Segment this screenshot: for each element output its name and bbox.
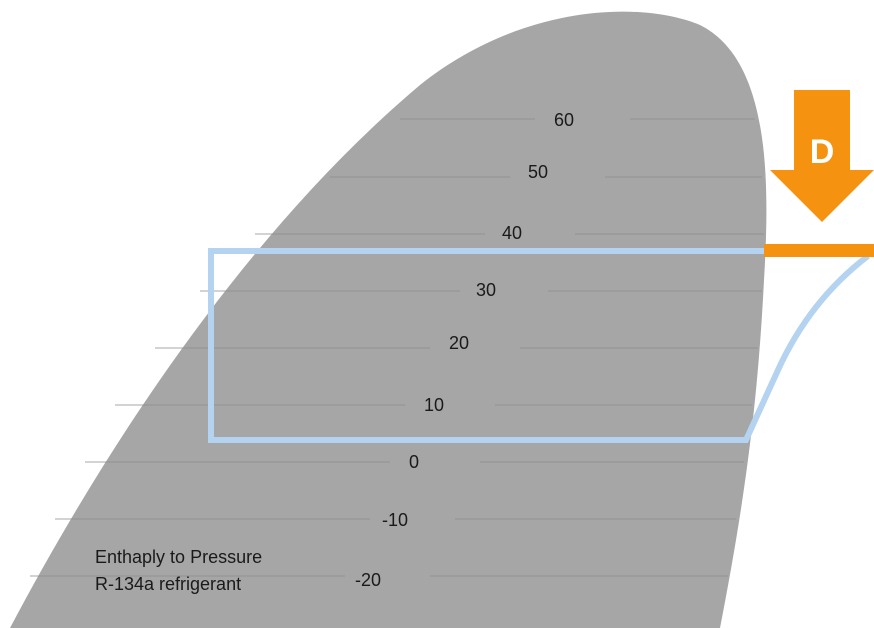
isotherm-label-minus-20: -20 [355, 570, 381, 590]
diagram-caption-line1: Enthaply to Pressure [95, 547, 262, 567]
diagram-caption-line2: R-134a refrigerant [95, 574, 241, 594]
isotherm-labels: 60 50 40 30 20 10 0 -10 -20 [355, 110, 574, 590]
isotherm-label-10: 10 [424, 395, 444, 415]
saturation-dome [10, 11, 767, 628]
discharge-marker-line [764, 244, 874, 257]
isotherm-label-30: 30 [476, 280, 496, 300]
isotherm-label-minus-10: -10 [382, 510, 408, 530]
arrow-d-shape [770, 90, 874, 222]
isotherm-label-0: 0 [409, 452, 419, 472]
isotherm-lines [30, 118, 764, 577]
arrow-d-marker: D [770, 90, 874, 222]
isotherm-label-50: 50 [528, 162, 548, 182]
isotherm-label-20: 20 [449, 333, 469, 353]
isotherm-label-60: 60 [554, 110, 574, 130]
isotherm-label-40: 40 [502, 223, 522, 243]
arrow-d-letter: D [810, 133, 835, 171]
refrigeration-cycle-path [208, 248, 870, 443]
